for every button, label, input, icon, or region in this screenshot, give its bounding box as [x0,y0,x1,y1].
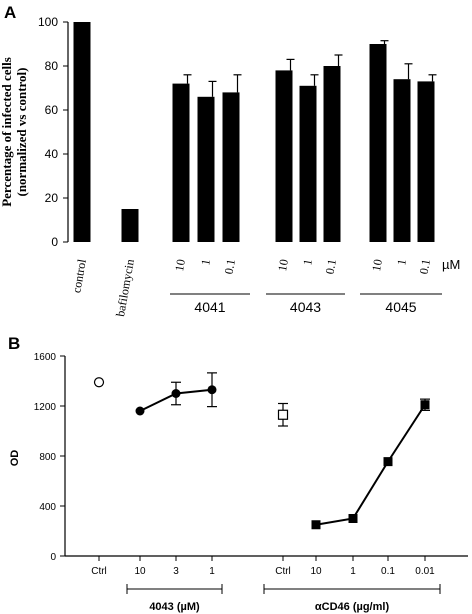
panel-b-x-tick-label: Ctrl [91,566,107,577]
panel-a-y-tick-label: 0 [51,235,58,249]
panel-a-y-tick-label: 40 [45,147,59,161]
panel-b-chart: OD 0 400 800 1200 1600 Ctrl 10 3 1 Ctrl 10 1 0.1 0.0… [9,352,468,613]
panel-a-y-label-line: Percentage of infected cells [0,57,14,207]
panel-a-x-tick-label: 0.1 [222,258,238,275]
bar [417,81,435,243]
panel-a-y-tick-label: 20 [45,191,59,205]
panel-a-y-label: Percentage of infected cells(normalized … [0,57,29,207]
panel-b-x-tick-label: 1 [350,566,356,577]
panel-a-y-tick-label: 80 [45,59,59,73]
panel-a-x-tick-label: 10 [275,258,291,272]
bar [299,85,317,242]
bar [323,66,341,242]
panel-b-x-tick-label: Ctrl [275,566,291,577]
panel-b-x-tick-label: 1 [209,566,215,577]
panel-a-x-tick-label: 0.1 [323,258,339,275]
panel-a-y-tick-label: 60 [45,103,59,117]
panel-b-x-tick-label: 0.1 [381,566,395,577]
panel-b-y-tick-label: 400 [39,502,56,513]
bar [222,92,240,243]
panel-b-x-tick-label: 3 [173,566,179,577]
bar [369,44,387,242]
panel-a-x-tick-label: bafilomycin [113,258,137,318]
panel-b-label: B [8,334,20,353]
data-point-filled-square [420,400,430,410]
panel-b-x-tick-label: 10 [310,566,322,577]
data-point-filled-square [348,514,358,523]
data-point-open-circle [93,377,105,388]
data-point-filled-circle [171,389,181,398]
panel-b-y-tick-label: 0 [50,552,56,563]
bar [393,79,411,242]
panel-a-group-label: 4045 [385,299,416,315]
panel-a-x-tick-label: 1 [394,258,409,266]
panel-a-y-label-line: (normalized vs control) [14,67,29,196]
panel-b-group-label: αCD46 (µg/ml) [315,601,390,613]
panel-a-x-tick-label: 10 [369,258,385,272]
data-point-filled-circle [207,385,217,395]
data-point-filled-square [383,457,393,467]
panel-a-unit-label: µM [442,257,460,272]
data-point-filled-circle [135,406,145,416]
panel-a-x-tick-label: control [69,257,89,294]
panel-b-y-tick-label: 1200 [34,402,57,413]
panel-b-series-line [315,404,426,526]
panel-a-x-tick-label: 10 [172,258,188,272]
panel-b-x-tick-label: 0.01 [415,566,435,577]
bar [73,22,91,242]
panel-a-y-tick-label: 100 [38,15,58,29]
bar [172,83,190,242]
panel-a-group-label: 4041 [194,299,225,315]
bar [197,96,215,242]
data-point-open-square [277,409,289,420]
panel-b-y-label: OD [9,450,21,467]
panel-a-x-tick-label: 1 [198,258,213,266]
panel-a-label: A [4,3,16,22]
data-point-filled-square [311,520,321,530]
panel-b-x-tick-label: 10 [134,566,146,577]
panel-a-x-tick-label: 0.1 [417,258,433,275]
panel-b-y-tick-label: 1600 [34,352,57,363]
panel-a-group-label: 4043 [290,299,321,315]
panel-a-x-tick-label: 1 [300,258,315,266]
panel-b-group-label: 4043 (µM) [149,601,200,613]
panel-a-chart: Percentage of infected cells(normalized … [0,15,460,318]
bar [121,209,139,242]
bar [275,70,293,243]
panel-b-y-tick-label: 800 [39,452,56,463]
